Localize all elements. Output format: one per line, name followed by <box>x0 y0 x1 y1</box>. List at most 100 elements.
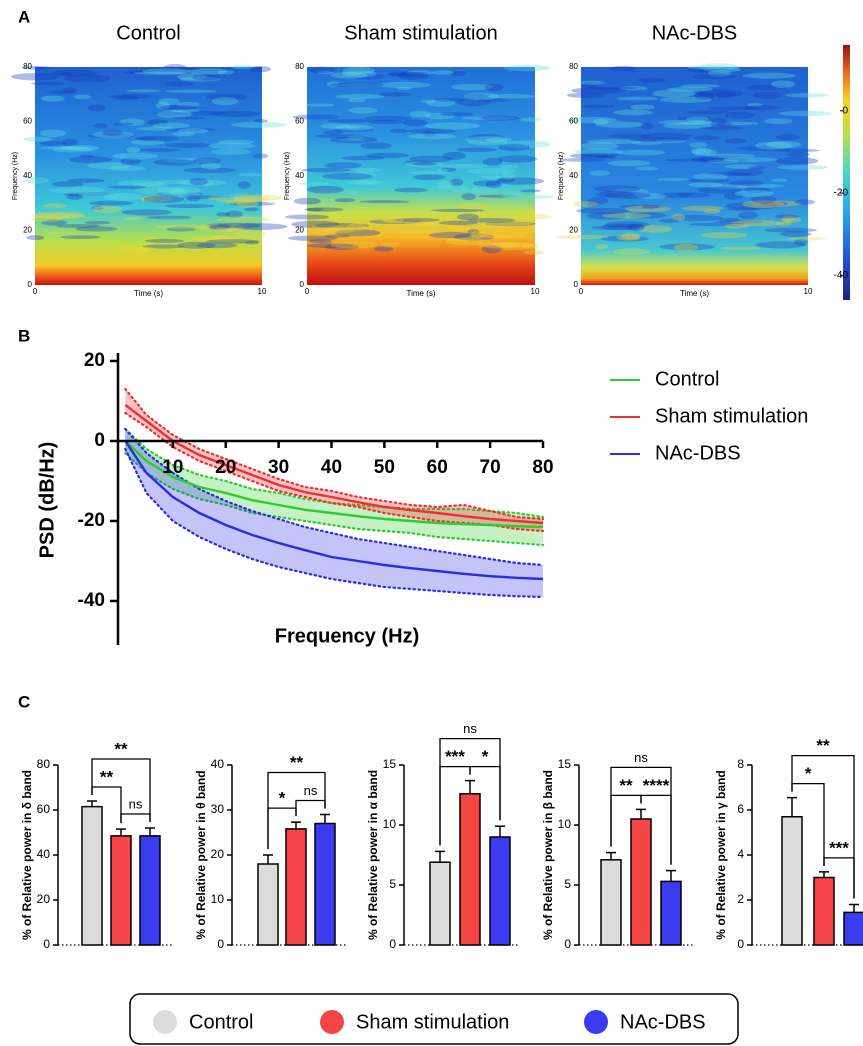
spectrogram-texture <box>577 80 605 85</box>
spectrogram-texture <box>63 74 112 83</box>
spectrogram-texture <box>687 65 722 70</box>
x-tick-label: 30 <box>268 457 289 478</box>
spectrogram-texture <box>233 223 288 231</box>
spectrogram-texture <box>103 192 143 201</box>
spectrogram-texture <box>779 110 832 117</box>
spectrogram-texture <box>462 93 489 100</box>
spectrogram-texture <box>119 118 145 126</box>
spectrogram-texture <box>450 187 500 193</box>
spectrogram-texture <box>134 186 185 195</box>
legend-box <box>129 993 739 1045</box>
spectrogram-texture <box>210 234 262 242</box>
bar <box>257 863 279 946</box>
spectrogram-texture <box>723 192 744 200</box>
spectrogram-texture <box>775 157 819 165</box>
spectrogram-texture <box>501 172 516 180</box>
spectrogram-texture <box>133 71 187 75</box>
significance-bracket <box>120 813 151 824</box>
spectrogram-texture <box>595 121 645 128</box>
spectrogram-texture <box>664 158 711 162</box>
spectrogram-texture <box>186 194 201 202</box>
spectrogram-texture <box>216 212 231 217</box>
significance-label: ** <box>100 767 114 786</box>
spectrogram-texture <box>347 135 364 141</box>
spectrogram-texture <box>485 180 502 189</box>
spectrogram-texture <box>69 156 113 164</box>
spectrogram-texture <box>698 155 749 163</box>
spectrogram-texture <box>162 190 200 199</box>
spectrogram-texture <box>314 223 370 229</box>
spectrogram <box>35 67 262 285</box>
spectrogram-texture <box>523 249 544 255</box>
spectrogram-texture <box>436 168 449 173</box>
y-tick-label: -40 <box>78 590 105 611</box>
spectrogram-texture <box>752 91 782 99</box>
x-axis-title: Time (s) <box>134 289 163 298</box>
y-tick-label: 20 <box>569 226 578 235</box>
spectrogram-texture <box>113 122 134 126</box>
spectrogram-texture <box>182 195 221 199</box>
spectrogram-texture <box>582 81 598 89</box>
spectrogram-texture <box>438 220 478 226</box>
spectrogram-texture <box>243 207 260 212</box>
spectrogram-texture <box>780 231 812 238</box>
spectrogram-texture <box>209 110 261 118</box>
spectrogram-texture <box>419 99 437 103</box>
spectrogram-texture <box>342 70 377 78</box>
spectrogram-texture <box>30 81 66 86</box>
spectrogram-texture <box>107 185 147 189</box>
spectrogram-texture <box>766 141 801 149</box>
bar <box>813 876 835 946</box>
x-tick-label: 20 <box>215 457 236 478</box>
spectrogram-texture <box>324 234 351 238</box>
spectrogram-texture <box>404 218 458 227</box>
x-axis-title: Time (s) <box>406 289 435 298</box>
significance-label: * <box>805 764 812 783</box>
spectrogram-texture <box>291 220 340 228</box>
y-axis-title: % of Relative power in θ band <box>194 770 208 939</box>
legend-label: Sham stimulation <box>655 405 808 427</box>
spectrogram-texture <box>32 213 85 219</box>
x-tick-label: 0 <box>305 287 310 296</box>
spectrogram-texture <box>306 185 344 194</box>
spectrogram-texture <box>696 89 744 98</box>
spectrogram-texture <box>141 236 160 241</box>
legend-label: Sham stimulation <box>356 1011 509 1033</box>
spectrogram-texture <box>703 66 742 73</box>
spectrogram-texture <box>424 112 456 120</box>
spectrogram-texture <box>700 232 748 239</box>
spectrogram-texture <box>330 82 384 88</box>
spectrogram-texture <box>10 72 60 81</box>
spectrogram-texture <box>326 81 341 88</box>
spectrogram-texture <box>176 101 200 108</box>
spectrogram-texture <box>770 80 795 88</box>
spectrogram-texture <box>244 241 259 245</box>
spectrogram-texture <box>724 138 747 144</box>
spectrogram-texture <box>601 223 644 231</box>
spectrogram-texture <box>612 248 651 255</box>
spectrogram-texture <box>188 235 235 241</box>
spectrogram-texture <box>164 204 215 208</box>
spectrogram-texture <box>348 107 378 114</box>
spectrogram-texture <box>495 177 545 185</box>
spectrogram-texture <box>321 173 373 180</box>
spectrogram-texture <box>687 110 730 115</box>
spectrogram-texture <box>581 104 615 109</box>
spectrogram-texture <box>216 197 258 204</box>
spectrogram-texture <box>176 73 207 81</box>
spectrogram-texture <box>677 116 714 121</box>
spectrogram-texture <box>306 66 336 74</box>
spectrogram-texture <box>330 72 368 79</box>
bar <box>660 880 682 946</box>
y-tick-label: 0 <box>43 937 50 951</box>
spectrogram-texture <box>86 133 136 139</box>
spectrogram-texture <box>500 164 519 169</box>
spectrogram-texture <box>521 243 539 250</box>
y-axis-title: Frequency (Hz) <box>284 152 291 200</box>
series-line <box>124 404 544 525</box>
spectrogram-texture <box>359 200 410 204</box>
spectrogram-texture <box>237 181 251 189</box>
spectrogram-texture <box>469 230 488 239</box>
spectrogram-texture <box>754 141 793 150</box>
